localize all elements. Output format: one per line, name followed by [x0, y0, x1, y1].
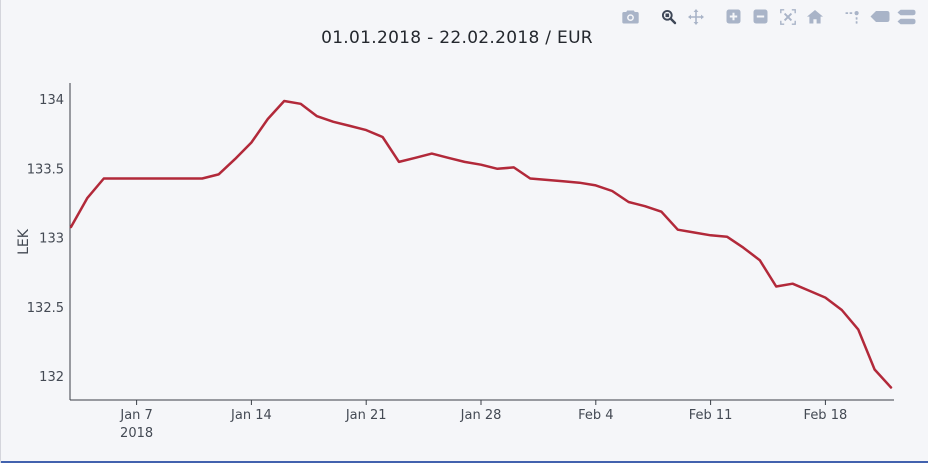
camera-icon [622, 10, 639, 23]
x-tick-sublabel: 2018 [120, 426, 153, 441]
y-tick-label: 133 [39, 232, 64, 247]
y-tick-label: 134 [39, 93, 64, 108]
autoscale-icon [779, 8, 796, 25]
modebar-group-export [617, 6, 644, 27]
spikelines-icon [845, 10, 859, 24]
y-tick-label: 132 [39, 370, 64, 385]
hover-closest-icon [870, 11, 889, 22]
x-tick-label: Jan 21 [345, 408, 387, 423]
zoom-in-icon [726, 9, 741, 24]
eur-rate-line [69, 99, 893, 389]
bottom-accent-bar [1, 461, 928, 463]
x-tick-label: Feb 4 [578, 408, 613, 423]
chart-title: 01.01.2018 - 22.02.2018 / EUR [321, 28, 593, 48]
pan-icon [687, 8, 704, 25]
reset-axes-button[interactable] [801, 6, 828, 27]
download-image-button[interactable] [617, 6, 644, 27]
x-tick-label: Feb 11 [689, 408, 733, 423]
x-tick-label: Feb 18 [804, 408, 848, 423]
x-tick-label: Jan 14 [230, 408, 272, 423]
toggle-spikelines-button[interactable] [839, 6, 866, 27]
zoom-out-icon [753, 9, 768, 24]
hover-compare-button[interactable] [893, 6, 920, 27]
zoom-out-button[interactable] [747, 6, 774, 27]
modebar [606, 6, 920, 27]
y-tick-label: 133.5 [27, 162, 64, 177]
y-axis-title: LEK [16, 228, 32, 255]
pan-button[interactable] [682, 6, 709, 27]
zoom-icon [661, 9, 676, 24]
modebar-group-drag [655, 6, 709, 27]
hover-closest-button[interactable] [866, 6, 893, 27]
hover-compare-icon [897, 9, 916, 24]
x-tick-label: Jan 28 [460, 408, 502, 423]
zoom-button[interactable] [655, 6, 682, 27]
modebar-group-axes [720, 6, 828, 27]
y-axis: 132 132.5 133 133.5 134 [27, 83, 71, 400]
zoom-in-button[interactable] [720, 6, 747, 27]
modebar-group-hover [839, 6, 920, 27]
home-icon [806, 9, 823, 23]
x-tick-label: Jan 7 [119, 408, 152, 423]
x-axis: Jan 7 2018 Jan 14 Jan 21 Jan 28 Feb 4 Feb 11 Fe… [70, 399, 894, 441]
y-tick-label: 132.5 [27, 301, 64, 316]
autoscale-button[interactable] [774, 6, 801, 27]
